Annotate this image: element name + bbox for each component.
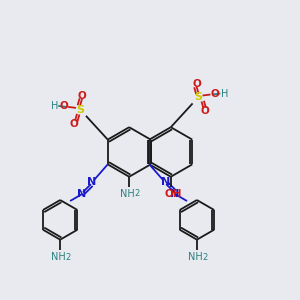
Text: 2: 2 <box>202 253 208 262</box>
Text: H: H <box>51 101 58 111</box>
Text: S: S <box>76 105 84 115</box>
Text: N: N <box>87 177 97 187</box>
Text: O: O <box>78 91 86 101</box>
Text: O: O <box>210 88 219 98</box>
Text: 2: 2 <box>65 253 71 262</box>
Text: 2: 2 <box>134 189 140 198</box>
Text: NH: NH <box>188 253 202 262</box>
Text: S: S <box>194 92 202 103</box>
Text: O: O <box>60 101 68 111</box>
Text: N: N <box>170 189 180 199</box>
Text: O: O <box>192 79 201 88</box>
Text: N: N <box>77 189 87 199</box>
Text: N: N <box>160 177 170 187</box>
Text: O: O <box>70 119 78 129</box>
Text: NH: NH <box>120 189 135 199</box>
Text: NH: NH <box>51 253 66 262</box>
Text: OH: OH <box>164 189 182 199</box>
Text: H: H <box>220 88 228 98</box>
Text: O: O <box>200 106 209 116</box>
